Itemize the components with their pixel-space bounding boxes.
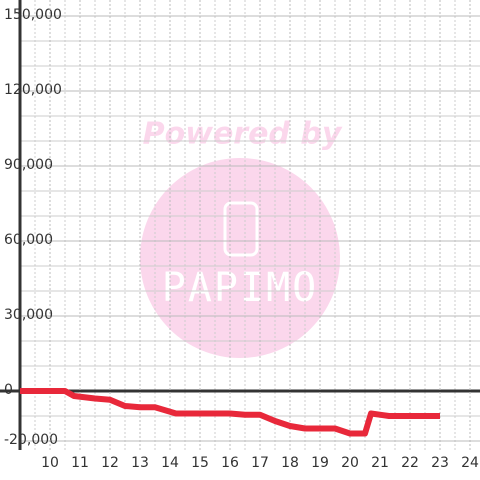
x-tick-label: 17 — [251, 455, 269, 471]
y-tick-label: 120,000 — [4, 82, 62, 98]
x-tick-label: 23 — [431, 455, 449, 471]
x-tick-label: 10 — [41, 455, 59, 471]
x-tick-label: 19 — [311, 455, 329, 471]
x-tick-label: 12 — [101, 455, 119, 471]
y-tick-label: 0 — [4, 382, 13, 398]
y-tick-label: 90,000 — [4, 157, 53, 173]
x-tick-label: 13 — [131, 455, 149, 471]
x-tick-label: 14 — [161, 455, 179, 471]
y-tick-label: 60,000 — [4, 232, 53, 248]
x-tick-label: 15 — [191, 455, 209, 471]
x-tick-label: 16 — [221, 455, 239, 471]
watermark-top: Powered by — [143, 117, 343, 152]
x-tick-label: 20 — [341, 455, 359, 471]
line — [20, 388, 440, 437]
y-tick-label: -20,000 — [4, 432, 58, 448]
x-tick-label: 24 — [461, 455, 479, 471]
watermark-phone — [223, 201, 259, 257]
y-tick-label: 150,000 — [4, 7, 62, 23]
x-tick-label: 21 — [371, 455, 389, 471]
x-tick-label: 11 — [71, 455, 89, 471]
x-tick-label: 22 — [401, 455, 419, 471]
x-tick-label: 18 — [281, 455, 299, 471]
y-tick-label: 30,000 — [4, 307, 53, 323]
